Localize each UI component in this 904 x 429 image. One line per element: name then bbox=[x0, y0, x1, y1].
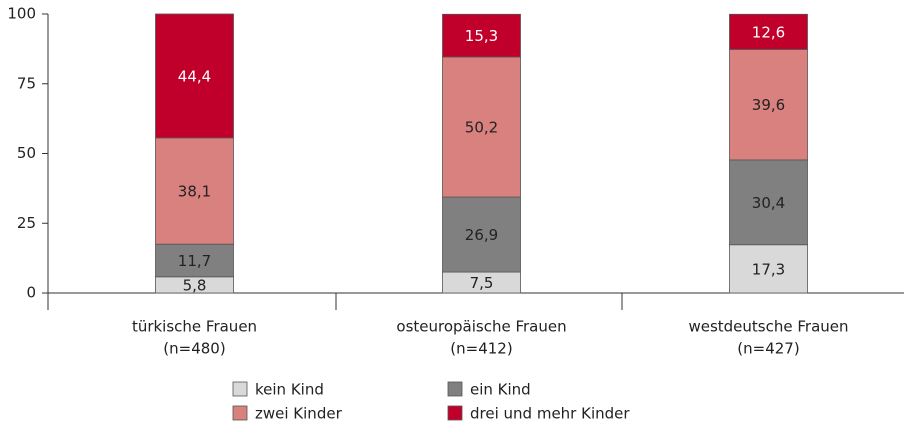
x-tick-label: osteuropäische Frauen bbox=[396, 318, 566, 336]
value-label: 12,6 bbox=[752, 23, 785, 41]
bar-segment bbox=[442, 196, 521, 273]
legend-label: ein Kind bbox=[470, 381, 531, 399]
bar-segment bbox=[729, 49, 808, 161]
value-label: 5,8 bbox=[183, 276, 207, 294]
x-tick-label: (n=412) bbox=[450, 340, 512, 358]
value-label: 17,3 bbox=[752, 260, 785, 278]
legend-swatch bbox=[232, 405, 248, 421]
legend-swatch bbox=[447, 405, 463, 421]
bar-segment bbox=[155, 243, 234, 278]
bar-segment bbox=[155, 13, 234, 139]
x-tick-label: (n=480) bbox=[163, 340, 225, 358]
x-tick-label: westdeutsche Frauen bbox=[688, 318, 848, 336]
bar-segment bbox=[442, 13, 521, 58]
bar-segment bbox=[155, 137, 234, 245]
value-label: 26,9 bbox=[465, 226, 498, 244]
bar-segment bbox=[729, 159, 808, 246]
legend-swatch bbox=[232, 381, 248, 397]
x-tick-label: (n=427) bbox=[737, 340, 799, 358]
value-label: 39,6 bbox=[752, 96, 785, 114]
value-label: 7,5 bbox=[470, 274, 494, 292]
legend-label: drei und mehr Kinder bbox=[470, 405, 630, 423]
x-tick-label: türkische Frauen bbox=[132, 318, 257, 336]
y-tick-label: 100 bbox=[7, 5, 36, 23]
bar-segment bbox=[729, 13, 808, 50]
y-tick-label: 25 bbox=[17, 214, 36, 232]
value-label: 44,4 bbox=[178, 67, 211, 85]
value-label: 11,7 bbox=[178, 252, 211, 270]
y-tick-label: 0 bbox=[26, 284, 36, 302]
value-label: 30,4 bbox=[752, 194, 785, 212]
y-tick-label: 50 bbox=[17, 144, 36, 162]
value-label: 50,2 bbox=[465, 118, 498, 136]
bar-segment bbox=[442, 56, 521, 198]
legend-label: zwei Kinder bbox=[255, 405, 343, 423]
legend-label: kein Kind bbox=[255, 381, 324, 399]
value-label: 38,1 bbox=[178, 183, 211, 201]
value-label: 15,3 bbox=[465, 27, 498, 45]
legend-swatch bbox=[447, 381, 463, 397]
y-tick-label: 75 bbox=[17, 74, 36, 92]
